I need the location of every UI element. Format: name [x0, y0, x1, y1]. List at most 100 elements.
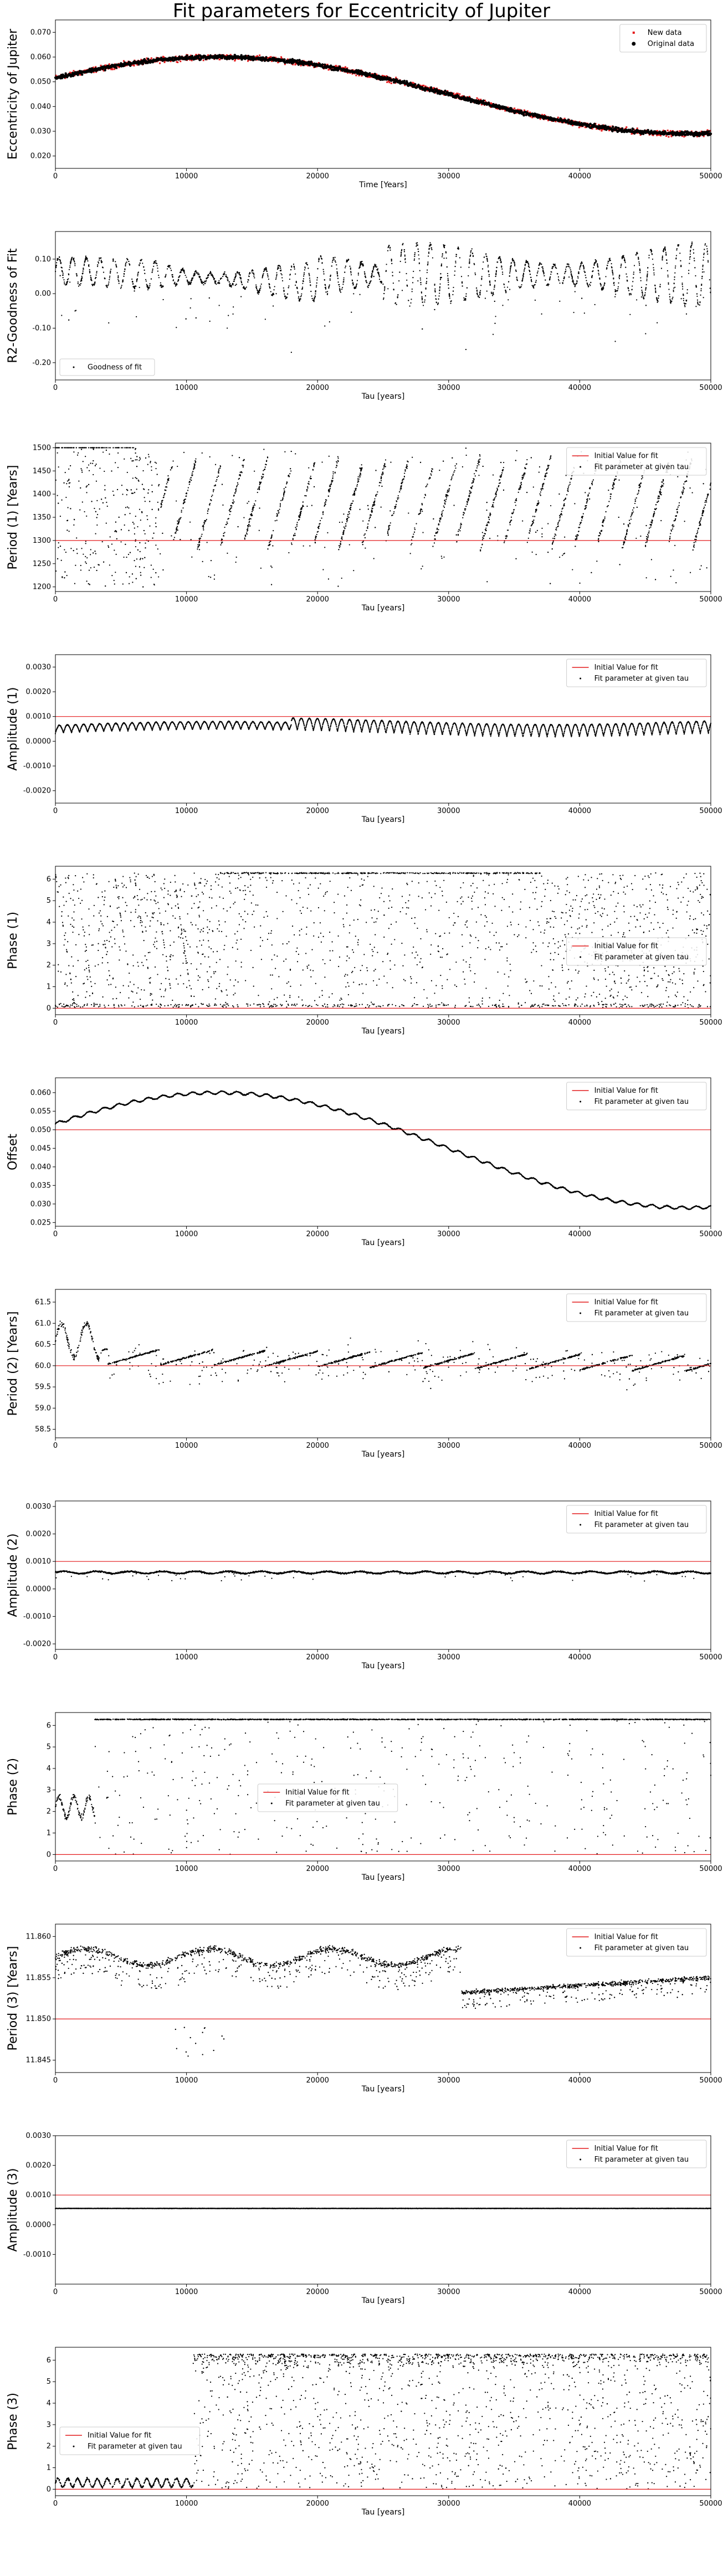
data-point	[368, 76, 371, 78]
data-point	[301, 293, 302, 295]
data-point	[274, 56, 276, 59]
data-point	[501, 268, 503, 270]
data-point	[663, 249, 664, 251]
data-point	[264, 268, 266, 269]
data-point	[402, 243, 404, 244]
data-point	[581, 263, 583, 264]
data-point	[609, 126, 611, 128]
data-point	[309, 275, 310, 276]
data-point	[150, 278, 152, 280]
data-point	[316, 279, 318, 281]
data-point	[63, 279, 65, 281]
data-point	[484, 297, 486, 299]
data-point	[116, 272, 118, 274]
data-point	[142, 263, 143, 264]
data-point	[203, 284, 204, 286]
data-point	[189, 54, 192, 56]
data-point	[455, 260, 457, 262]
data-point	[190, 298, 192, 300]
data-point	[473, 263, 475, 264]
data-point	[110, 68, 112, 70]
data-point	[245, 286, 247, 288]
data-point	[145, 279, 147, 280]
data-point	[531, 285, 533, 286]
data-point	[154, 260, 156, 262]
data-point	[158, 274, 160, 276]
data-point	[96, 272, 98, 274]
data-point	[241, 284, 243, 285]
data-point	[452, 294, 454, 296]
data-point	[204, 280, 206, 282]
data-point	[329, 279, 331, 281]
data-point	[421, 296, 423, 297]
data-point	[469, 260, 470, 262]
data-point	[674, 276, 675, 278]
data-point	[416, 244, 418, 246]
data-point	[290, 269, 292, 271]
data-point	[583, 268, 585, 270]
data-point	[427, 264, 428, 266]
data-point	[657, 301, 658, 303]
data-point	[543, 273, 545, 275]
data-point	[55, 74, 57, 76]
data-point	[248, 275, 250, 277]
data-point	[133, 65, 135, 67]
data-point	[477, 296, 479, 297]
data-point	[134, 286, 136, 287]
data-point	[706, 248, 708, 250]
data-point	[61, 315, 63, 316]
data-point	[443, 258, 445, 259]
data-point	[695, 306, 697, 307]
data-point	[639, 270, 641, 271]
data-point	[668, 282, 669, 284]
data-point	[149, 285, 151, 286]
data-point	[494, 280, 496, 281]
data-point	[271, 60, 273, 62]
data-point	[469, 96, 471, 98]
data-point	[234, 277, 236, 279]
data-point	[702, 269, 704, 270]
data-point	[570, 269, 571, 271]
data-point	[514, 107, 516, 110]
data-point	[233, 306, 234, 308]
data-point	[614, 289, 616, 291]
data-point	[255, 284, 257, 286]
data-point	[442, 253, 443, 255]
data-point	[515, 112, 517, 114]
data-point	[247, 60, 249, 62]
data-point	[341, 289, 343, 290]
data-point	[673, 287, 675, 289]
data-point	[225, 54, 228, 56]
data-point	[351, 73, 353, 75]
data-point	[336, 271, 338, 272]
data-point	[114, 68, 116, 70]
data-point	[639, 134, 642, 136]
data-point	[419, 84, 422, 86]
data-point	[295, 273, 296, 275]
data-point	[270, 56, 272, 58]
data-point	[411, 299, 412, 300]
data-point	[429, 242, 431, 244]
data-point	[428, 251, 430, 253]
data-point	[105, 285, 107, 286]
data-point	[298, 297, 299, 299]
data-point	[435, 302, 437, 304]
data-point	[325, 288, 327, 290]
data-point	[156, 265, 158, 266]
data-point	[288, 285, 290, 287]
data-point	[300, 295, 302, 297]
data-point	[414, 83, 417, 86]
data-point	[647, 275, 648, 276]
data-point	[529, 271, 531, 272]
data-point	[382, 299, 384, 300]
data-point	[547, 283, 549, 285]
data-point	[77, 282, 79, 285]
data-point	[324, 325, 326, 327]
data-point	[299, 298, 301, 300]
data-point	[487, 266, 489, 268]
y-axis-label: Eccentricity of Jupiter	[6, 28, 20, 160]
data-point	[507, 106, 509, 109]
data-point	[596, 128, 598, 130]
